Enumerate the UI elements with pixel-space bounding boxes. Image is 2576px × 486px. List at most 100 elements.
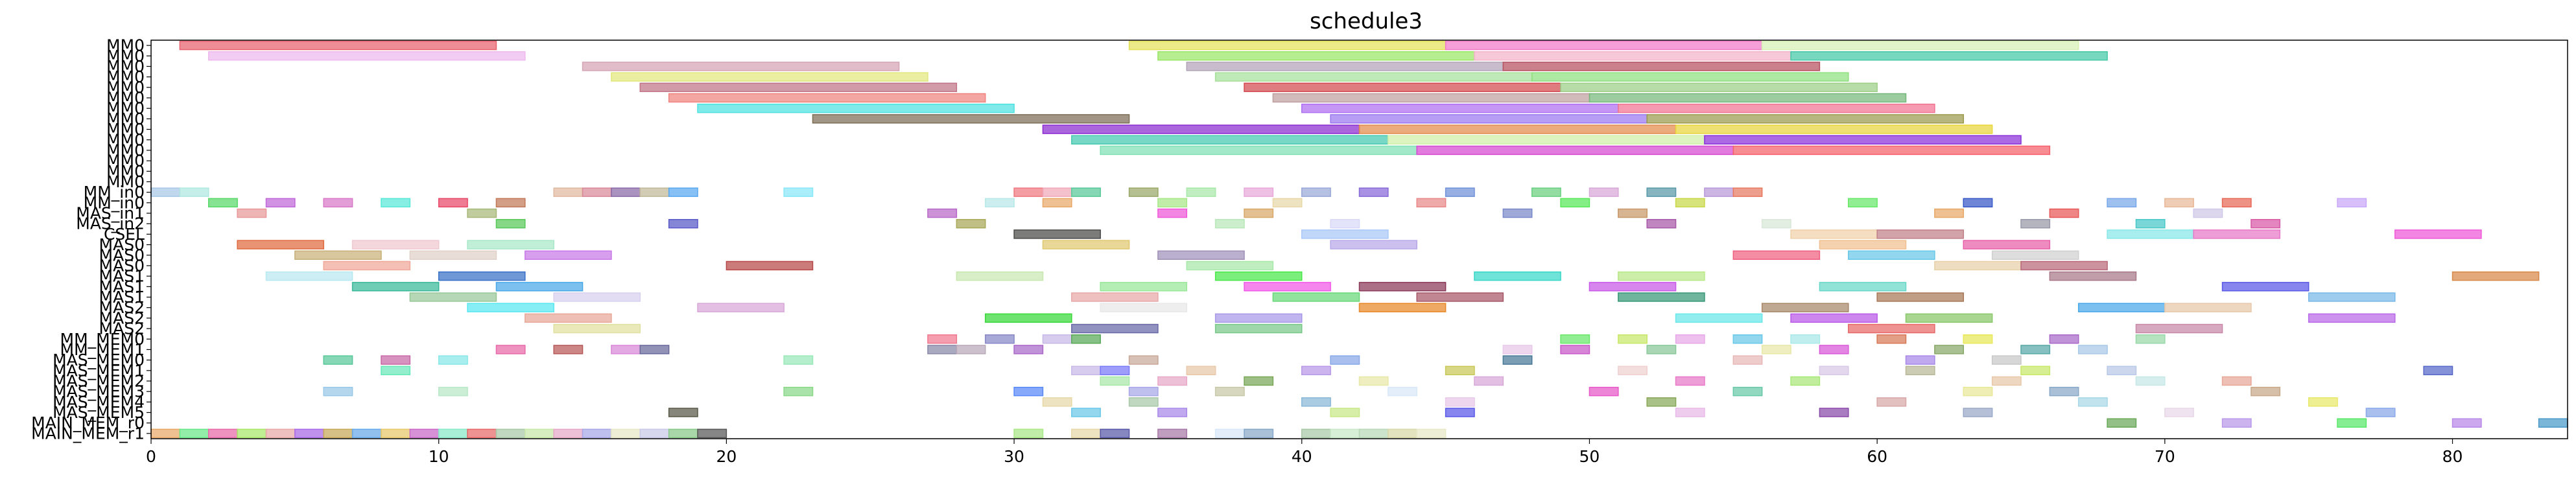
task-bar [2020,260,2108,271]
task-bar [2135,376,2166,386]
task-bar [1100,303,1188,312]
task-bar [1416,198,1447,208]
task-bar [1214,386,1245,397]
task-bar [1071,323,1159,334]
task-bar [2020,345,2051,354]
task-bar [1646,219,1677,229]
task-bar [2251,386,2281,397]
x-axis-ticks: 0 10 20 30 40 50 60 70 80 [146,439,2463,466]
task-bar [1560,345,1590,354]
task-bar [2135,219,2166,229]
task-bar [2020,365,2051,376]
task-bar [1618,271,1705,281]
task-bar [1646,345,1677,354]
y-tick-label: MAS0 [99,235,145,254]
task-bar [1214,323,1303,334]
y-tick-label: MM0 [106,89,145,108]
task-bar [1589,93,1907,103]
task-bar [150,187,181,197]
task-bar [1618,334,1648,344]
task-bar [179,40,497,51]
x-tick-label: 30 [1004,447,1024,466]
task-bar [294,250,382,260]
task-bar [668,408,698,417]
task-bar [409,292,497,302]
task-bar [639,82,958,93]
task-bar [1790,51,2108,61]
task-bar [1474,376,1504,386]
task-bar [1618,292,1705,302]
task-bar [1301,365,1331,376]
task-bar [1358,428,1389,439]
task-bar [237,240,324,249]
task-bar [1013,428,1044,439]
task-bar [553,428,584,439]
task-bar [2308,292,2396,302]
task-bar [2049,334,2079,344]
task-bar [1157,198,1188,208]
task-bar [726,260,814,271]
y-tick-label: MM0 [106,162,145,181]
task-bar [1618,365,1648,376]
y-tick-label: MM0 [106,110,145,128]
task-bar [2107,418,2137,428]
task-bar [438,198,468,208]
x-tick-label: 70 [2155,447,2175,466]
task-bar [582,62,900,71]
task-bar [1358,282,1447,292]
task-bar [1560,198,1590,208]
task-bar [1071,408,1101,417]
task-bar [1330,408,1360,417]
task-bar [1560,82,1878,93]
task-bar [1675,376,1705,386]
task-bar [1013,229,1101,239]
task-bar [783,386,814,397]
task-bar [409,250,497,260]
y-tick-label: MAS2 [99,308,145,327]
task-bar [1618,103,1935,113]
y-tick-label: MM_MEM1 [60,340,145,359]
task-bar [1301,428,1331,439]
task-bar [323,355,353,365]
task-bar [1790,334,1821,344]
task-bar [1042,240,1130,249]
task-bar [1128,386,1159,397]
task-bar [1675,198,1705,208]
task-bar [1474,271,1561,281]
task-bar [1157,376,1188,386]
task-bar [639,187,670,197]
y-tick-label: MM0 [106,57,145,76]
task-bar [1618,208,1648,218]
y-tick-label: MAS0 [99,246,145,264]
task-bar [1905,313,1993,323]
task-bar [1157,208,1188,218]
y-tick-label: MAS_MEM1 [53,361,145,380]
task-bar [1071,187,1101,197]
task-bar [1416,292,1504,302]
task-bar [381,198,411,208]
y-tick-label: MM0 [106,36,145,55]
y-tick-label: MM_MEM0 [60,330,145,349]
y-tick-label: MAS_MEM3 [53,382,145,401]
task-bar [1905,355,1935,365]
task-bar [179,187,209,197]
y-tick-label: MM0 [106,67,145,86]
task-bar [2308,397,2338,407]
y-tick-label: MAS1 [99,277,145,296]
task-bar [1100,365,1130,376]
task-bar [2251,219,2281,229]
task-bar [1445,40,1763,51]
task-bar [1876,397,1907,407]
task-bar [2221,376,2252,386]
chart-title: schedule3 [1310,8,1423,34]
y-axis-ticks: MM0MM0MM0MM0MM0MM0MM0MM0MM0MM0MM0MM0MM0M… [31,36,151,443]
task-bar [2077,345,2108,354]
task-bar [1876,292,1964,302]
task-bar [323,260,411,271]
task-bar [495,345,526,354]
task-bar [1675,334,1705,344]
task-bar [438,428,468,439]
task-bar [1071,292,1159,302]
task-bar [1934,260,2022,271]
